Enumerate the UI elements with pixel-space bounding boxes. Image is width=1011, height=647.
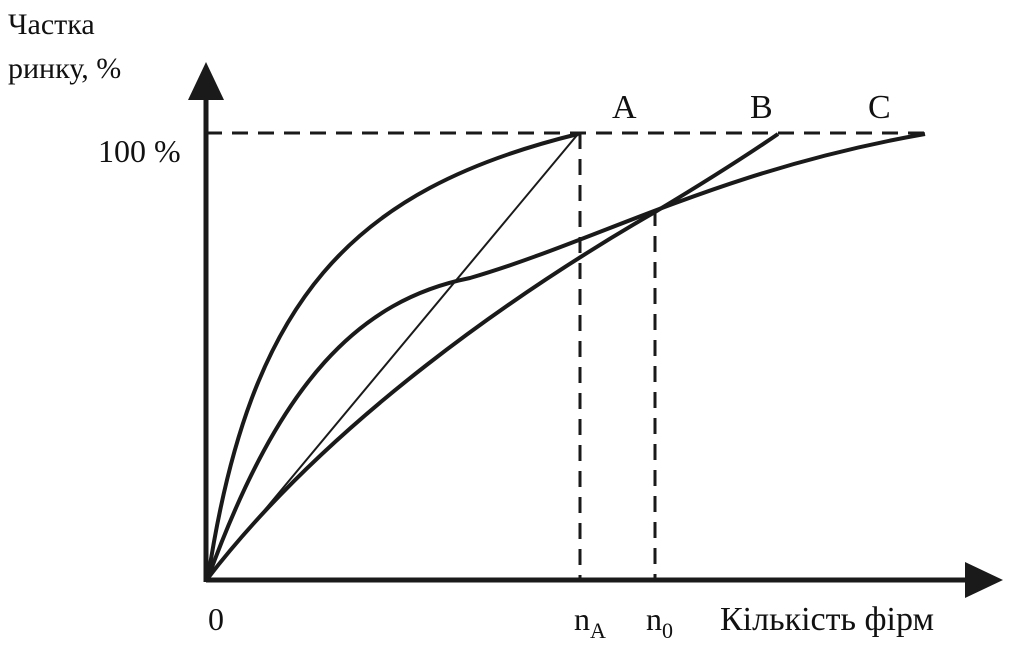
origin-label: 0 bbox=[208, 601, 224, 637]
x-axis-arrowhead bbox=[965, 562, 1003, 598]
curve-A bbox=[206, 132, 579, 579]
y-axis-arrowhead bbox=[188, 62, 224, 100]
y-axis-label-line2: ринку, % bbox=[8, 52, 121, 85]
curve-label-C: C bbox=[868, 89, 891, 126]
y-axis-label-line1: Частка bbox=[8, 8, 95, 41]
x-tick-n0: n0 bbox=[646, 601, 673, 643]
x-tick-n0-base: n bbox=[646, 601, 662, 637]
curve-label-A: A bbox=[612, 89, 637, 126]
x-tick-nA-base: n bbox=[574, 601, 590, 637]
curve-label-B: B bbox=[750, 89, 773, 126]
y-tick-100-percent: 100 % bbox=[98, 133, 181, 169]
x-tick-nA: nA bbox=[574, 601, 606, 643]
x-tick-nA-subscript: A bbox=[590, 618, 606, 643]
curve-B bbox=[206, 132, 780, 580]
x-axis-label: Кількість фірм bbox=[720, 601, 934, 638]
curve-C bbox=[206, 132, 926, 579]
x-tick-n0-subscript: 0 bbox=[662, 618, 673, 643]
